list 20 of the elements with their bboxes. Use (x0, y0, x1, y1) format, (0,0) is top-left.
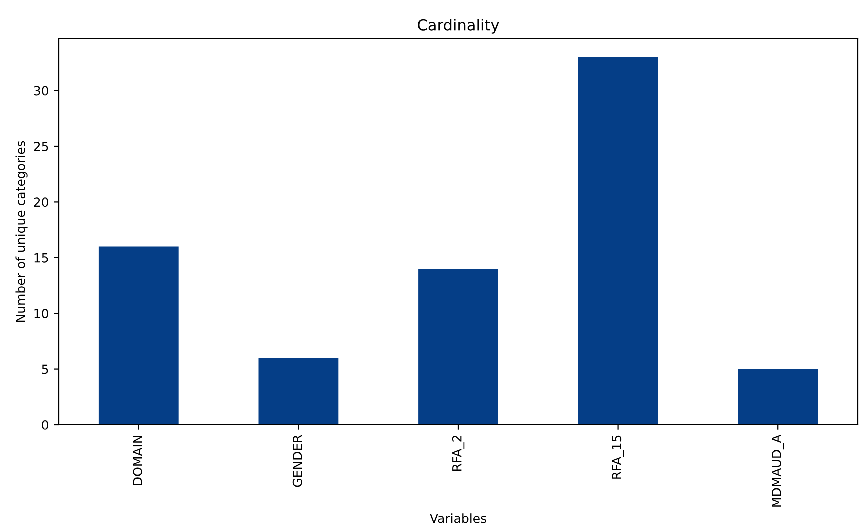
y-tick-label: 10 (34, 309, 48, 319)
bar (578, 57, 658, 425)
x-tick-label: RFA_2 (452, 436, 465, 471)
x-tick-label: DOMAIN (133, 436, 143, 486)
x-tick-label: MDMAUD_A (772, 434, 784, 507)
y-tick-label: 5 (42, 364, 48, 374)
y-tick-label: 25 (34, 142, 48, 152)
y-axis-title: Number of unique categories (16, 141, 28, 322)
y-tick-label: 20 (34, 198, 48, 208)
chart-title: Cardinality (418, 19, 500, 34)
bar (98, 246, 179, 425)
bar (418, 269, 498, 425)
x-axis-title: Variables (430, 514, 486, 524)
y-tick-label: 15 (34, 254, 48, 263)
y-tick-label: 30 (34, 86, 48, 96)
x-tick-label: RFA_15 (612, 436, 624, 479)
bar (738, 369, 818, 425)
y-tick-label: 0 (42, 420, 48, 430)
x-tick-label: GENDER (292, 435, 302, 488)
bar (258, 358, 339, 425)
